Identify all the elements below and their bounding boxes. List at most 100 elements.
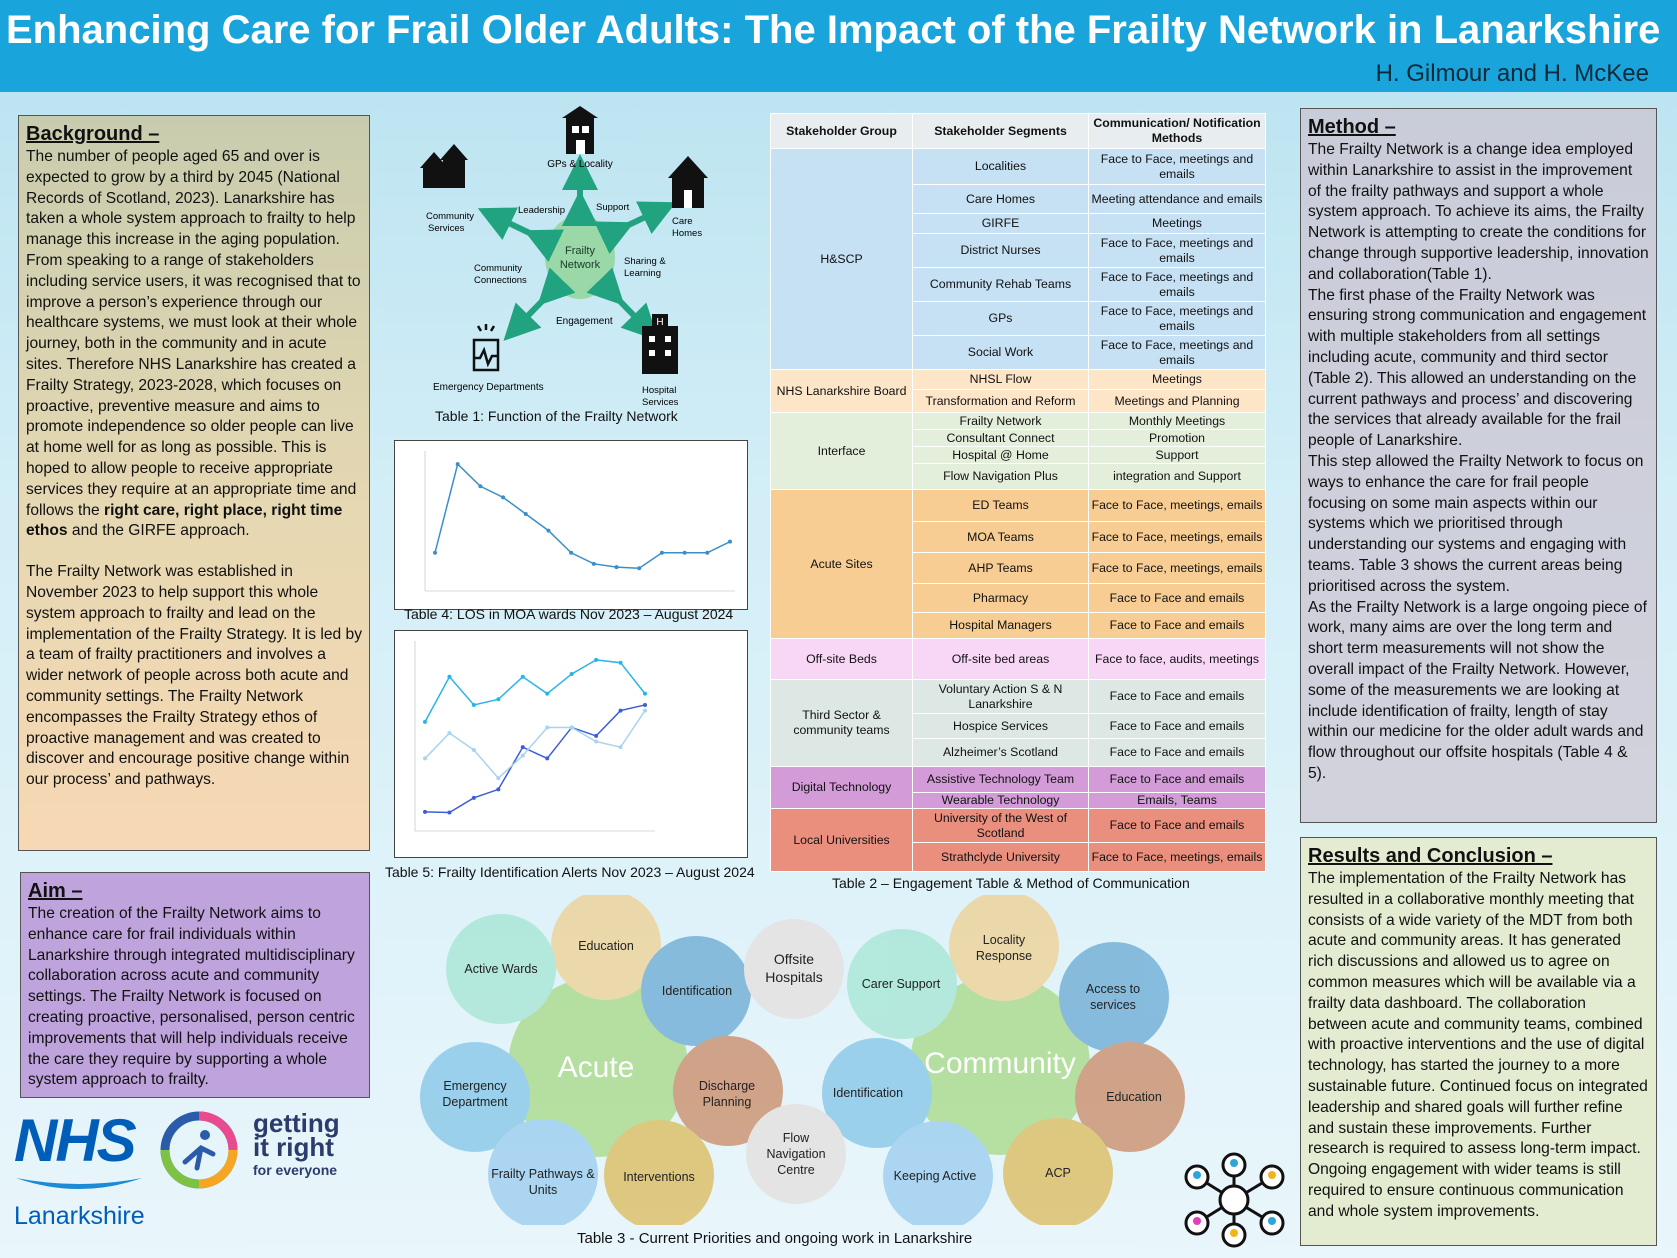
los-series-point [523, 511, 528, 516]
method-heading: Method – [1308, 116, 1396, 138]
alerts-series-1-point [618, 708, 623, 713]
acute-active-wards-circle [446, 914, 556, 1024]
community-label: Community [924, 1047, 1076, 1080]
los-series-point [433, 550, 437, 555]
support-label: Support [596, 202, 630, 213]
venn-offsite-hospitals: Offsite Hospitals [765, 951, 823, 985]
aim-text: The creation of the Frailty Network aims… [28, 905, 355, 1089]
los-series-point [455, 462, 460, 467]
los-series-point [478, 484, 483, 489]
lanarkshire-logo-text: Lanarkshire [14, 1202, 145, 1230]
alerts-series-2-point [545, 691, 550, 696]
los-series-point [705, 550, 710, 555]
venn-community-access: Access to services [1085, 982, 1141, 1012]
nhs-lanarkshire-logo: NHS Lanarkshire [14, 1110, 154, 1234]
table-row: Flow Navigation Plus integration and Supp… [771, 463, 1266, 490]
acute-frailty-pathways-circle [488, 1119, 598, 1225]
community-center-circle [910, 975, 1090, 1155]
nhs-swoosh-icon [16, 1178, 142, 1189]
los-chart-card [394, 440, 748, 610]
method-section: Method – The Frailty Network is a change… [1300, 108, 1657, 823]
col-header-group: Stakeholder Group [770, 113, 913, 149]
aim-heading: Aim – [28, 880, 83, 902]
alerts-series-2-point [594, 657, 599, 662]
community-carer-circle [847, 929, 957, 1039]
arrow-care-homes [594, 201, 677, 254]
los-series-point [614, 565, 619, 570]
group-local-universities: Local Universities [770, 808, 913, 872]
group-interface: Interface [770, 412, 913, 490]
alerts-series-3-point [569, 725, 574, 730]
girfe-logo: getting it right for everyone [155, 1108, 373, 1192]
alerts-series-3-point [643, 708, 647, 713]
arrow-hospital [586, 267, 659, 341]
background-paragraph-2: The Frailty Network was established in N… [26, 563, 362, 789]
table-row: Consultant Connect Promotion [771, 429, 1266, 447]
acute-identification-circle [641, 936, 751, 1046]
los-series-point [591, 561, 596, 566]
table1-caption: Table 1: Function of the Frailty Network [435, 408, 678, 424]
venn-community-education: Education [1106, 1090, 1162, 1104]
care-homes-icon [668, 156, 708, 208]
alerts-chart-card [394, 630, 748, 858]
table-row: Off-site Beds Off-site bed areas Face to f… [770, 638, 1266, 680]
group-nhsl: NHS Lanarkshire Board [770, 369, 913, 413]
engagement-label: Engagement [556, 316, 613, 327]
hospital-sign: H [656, 317, 663, 328]
offsite-hospitals-circle [744, 919, 844, 1019]
alerts-series-1-point [496, 787, 501, 792]
method-text: The Frailty Network is a change idea emp… [1308, 141, 1649, 782]
venn-acute-education: Education [578, 939, 634, 953]
table3-caption: Table 3 - Current Priorities and ongoing… [577, 1230, 973, 1247]
alerts-series-1-point [447, 810, 452, 815]
los-series-point [728, 539, 732, 544]
community-education-circle [1075, 1042, 1185, 1152]
table-row: Community Rehab Teams Face to Face, meeti… [771, 267, 1266, 302]
los-line-chart [424, 451, 735, 592]
los-series-line [434, 462, 731, 570]
hospital-icon [642, 314, 678, 374]
alerts-series-2-point [471, 702, 476, 707]
community-connections-label-2: Connections [474, 275, 527, 286]
venn-community-locality: Locality Response [975, 933, 1033, 963]
table-row: Pharmacy Face to Face and emails [771, 583, 1266, 613]
alerts-series-3-point [618, 745, 623, 750]
table-row: Local Universities University of the West… [770, 808, 1266, 872]
sharing-label-1: Sharing & [624, 256, 666, 267]
results-text: The implementation of the Frailty Networ… [1308, 870, 1648, 1220]
group-third-sector: Third Sector & community teams [770, 679, 913, 767]
frailty-network-hub [545, 215, 615, 299]
gps-label: GPs & Locality [547, 159, 613, 170]
results-heading: Results and Conclusion – [1308, 845, 1553, 867]
table2-caption: Table 2 – Engagement Table & Method of C… [832, 875, 1190, 891]
table-row: Hospital @ Home Support [771, 446, 1266, 464]
alerts-series-1-point [520, 745, 525, 750]
girfe-line-1: getting [253, 1108, 340, 1138]
alerts-series-3-point [471, 747, 476, 752]
hospital-label-2: Services [642, 397, 679, 405]
girfe-circle-icon [160, 1111, 238, 1189]
table-row: AHP Teams Face to Face, meetings, emails [771, 552, 1266, 584]
alerts-series-2-point [520, 674, 525, 679]
nhs-logo-text: NHS [14, 1107, 137, 1174]
venn-community-identification: Identification [832, 1086, 904, 1100]
venn-acute-identification: Identification [661, 984, 733, 998]
frailty-network-diagram: Frailty Network GPs & Locality Community… [420, 106, 708, 405]
arrow-emergency [503, 267, 576, 341]
gps-building-icon [562, 106, 598, 154]
background-section: Background – The number of people aged 6… [18, 115, 370, 851]
col-header-methods: Communication/ Notification Methods [1088, 113, 1266, 149]
community-services-label-1: Community [426, 211, 474, 222]
arrow-community-services [477, 207, 565, 263]
poster-title: Enhancing Care for Frail Older Adults: T… [6, 8, 1661, 52]
alerts-series-3-point [423, 756, 427, 761]
aim-section: Aim – The creation of the Frailty Networ… [20, 872, 370, 1098]
table-row: NHS Lanarkshire Board NHSL Flow Meetings [770, 369, 1266, 413]
hub-label-2: Network [560, 259, 601, 271]
table-row: GPs Face to Face, meetings and emails [771, 301, 1266, 336]
acute-education-circle [551, 895, 661, 1000]
table-row: MOA Teams Face to Face, meetings, emails [771, 521, 1266, 553]
community-keeping-active-circle [883, 1121, 993, 1225]
acute-label: Acute [557, 1051, 635, 1084]
venn-community-keeping-active: Keeping Active [893, 1169, 977, 1183]
